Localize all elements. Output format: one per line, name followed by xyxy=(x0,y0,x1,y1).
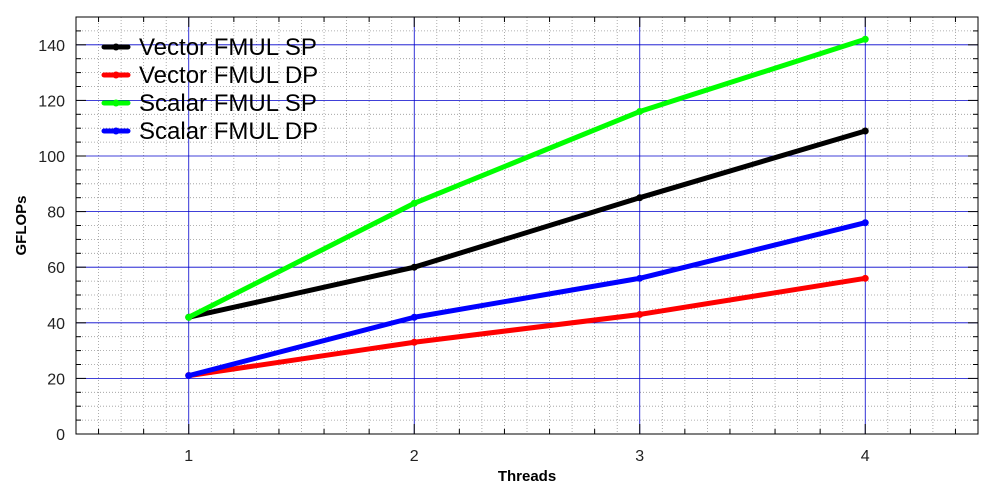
y-tick-label: 0 xyxy=(56,427,65,444)
data-point-3-0 xyxy=(185,372,193,380)
series-line-2 xyxy=(186,36,868,320)
legend-label: Scalar FMUL SP xyxy=(139,90,317,117)
data-point-1-3 xyxy=(861,274,869,282)
legend-marker xyxy=(112,43,120,51)
data-point-1-2 xyxy=(636,310,644,318)
y-axis-title: GFLOPs xyxy=(13,195,30,255)
series-lines xyxy=(185,35,869,380)
y-tick-label: 100 xyxy=(38,149,65,166)
data-point-0-1 xyxy=(410,263,418,271)
x-tick-label: 3 xyxy=(635,448,644,465)
y-tick-label: 20 xyxy=(47,371,65,388)
data-point-2-1 xyxy=(410,199,418,207)
y-tick-label: 60 xyxy=(47,260,65,277)
legend-label: Vector FMUL SP xyxy=(139,34,317,61)
data-point-0-3 xyxy=(861,127,869,135)
data-point-0-2 xyxy=(636,194,644,202)
series-line-0 xyxy=(186,128,868,320)
y-tick-label: 80 xyxy=(47,205,65,222)
axis-ticks xyxy=(76,17,978,435)
data-point-2-2 xyxy=(636,108,644,116)
x-tick-label: 4 xyxy=(861,448,870,465)
x-tick-label: 2 xyxy=(410,448,419,465)
y-tick-label: 40 xyxy=(47,316,65,333)
data-point-3-3 xyxy=(861,219,869,227)
legend-label: Scalar FMUL DP xyxy=(139,118,318,145)
data-point-1-1 xyxy=(410,338,418,346)
data-point-2-0 xyxy=(185,313,193,321)
legend-marker xyxy=(112,127,120,135)
x-tick-label: 1 xyxy=(184,448,193,465)
legend-marker xyxy=(112,71,120,79)
y-tick-label: 120 xyxy=(38,93,65,110)
data-point-3-1 xyxy=(410,313,418,321)
legend-marker xyxy=(112,99,120,107)
x-axis-title: Threads xyxy=(498,468,556,485)
y-tick-label: 140 xyxy=(38,38,65,55)
series-line-1 xyxy=(186,275,868,379)
series-line-3 xyxy=(186,220,868,379)
minor-grid xyxy=(75,17,979,434)
data-point-2-3 xyxy=(861,35,869,43)
data-point-3-2 xyxy=(636,274,644,282)
legend-label: Vector FMUL DP xyxy=(139,62,318,89)
